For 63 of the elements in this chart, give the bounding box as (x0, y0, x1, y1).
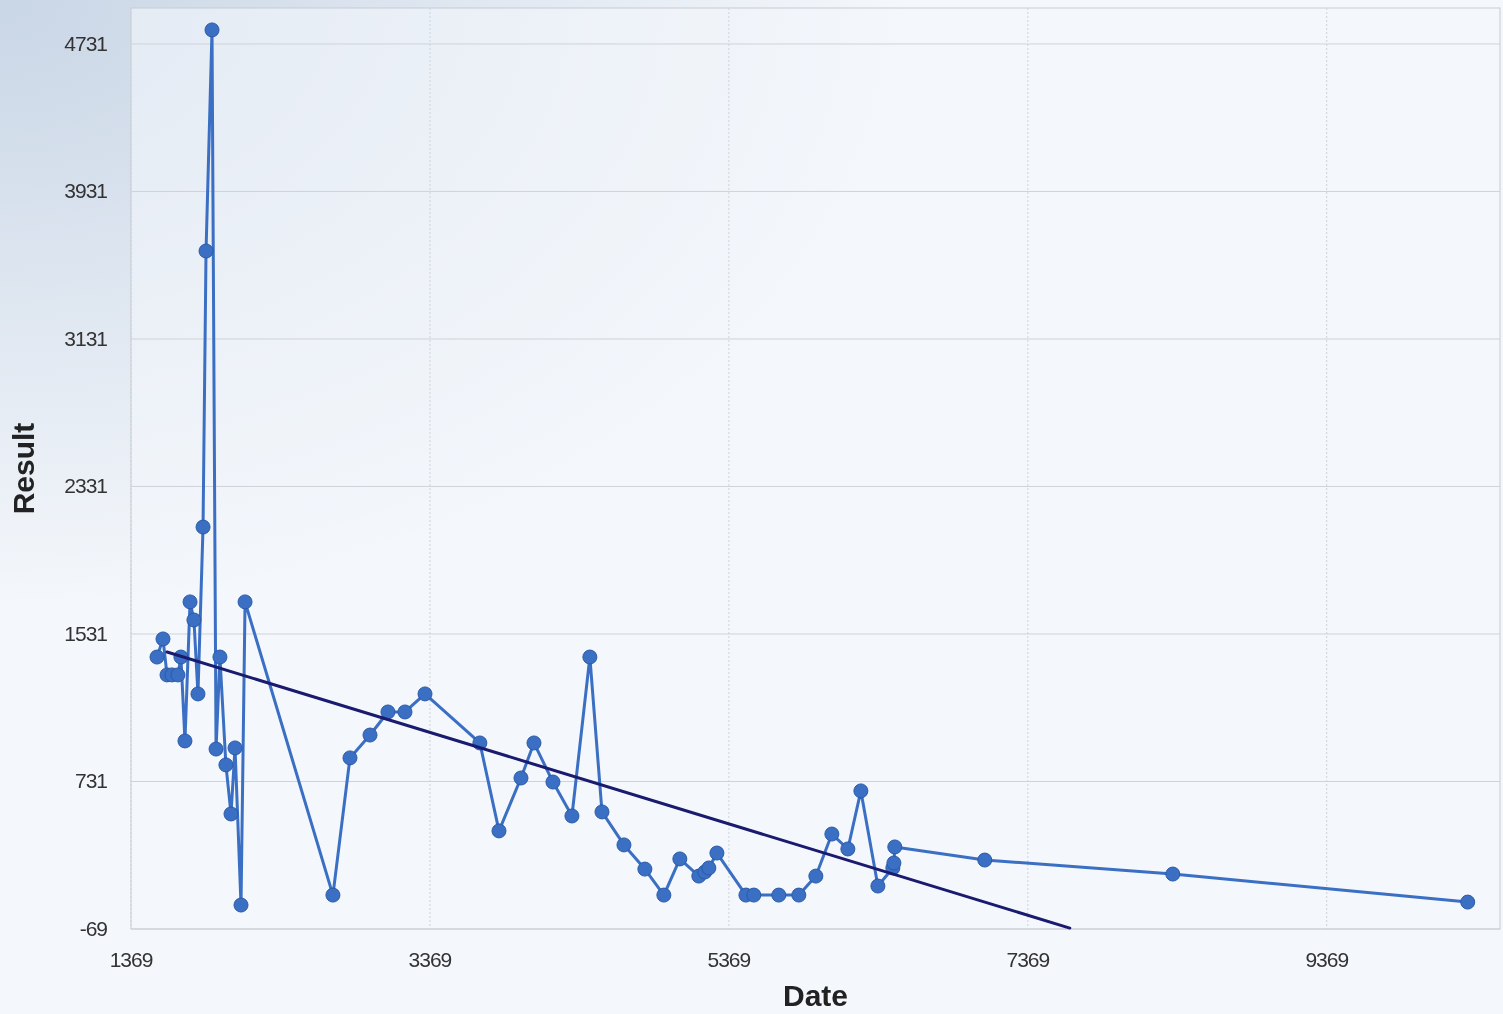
point (170, 667, 186, 683)
point (672, 851, 688, 867)
x-tick-label: 1369 (109, 948, 153, 971)
point (195, 519, 211, 535)
point (223, 806, 239, 822)
point (198, 243, 214, 259)
point (149, 649, 165, 665)
point (824, 826, 840, 842)
point (237, 594, 253, 610)
point (526, 735, 542, 751)
point (218, 757, 234, 773)
x-tick-label: 5369 (707, 948, 751, 971)
point (233, 897, 249, 913)
point (853, 783, 869, 799)
point (380, 704, 396, 720)
x-axis-title: Date (782, 979, 849, 1012)
point (177, 733, 193, 749)
y-tick-label: 1531 (64, 621, 108, 645)
point (204, 22, 220, 38)
y-tick-label: 3931 (64, 179, 108, 203)
point (212, 649, 228, 665)
point (886, 855, 902, 871)
point (190, 686, 206, 702)
point (342, 750, 358, 766)
y-tick-label: 731 (74, 769, 108, 793)
point (616, 837, 632, 853)
point (186, 612, 202, 628)
y-tick-label: -69 (79, 917, 108, 940)
point (564, 808, 580, 824)
point (397, 704, 413, 720)
x-tick-label: 3369 (408, 948, 452, 971)
point (545, 774, 561, 790)
point (840, 841, 856, 857)
point (656, 887, 672, 903)
point (182, 594, 198, 610)
point (227, 740, 243, 756)
point (417, 686, 433, 702)
point (701, 860, 717, 876)
point (155, 631, 171, 647)
point (977, 852, 993, 868)
point (513, 770, 529, 786)
point (491, 823, 507, 839)
point (582, 649, 598, 665)
y-tick-label: 3131 (64, 326, 108, 350)
x-tick-label: 9369 (1305, 948, 1349, 971)
point (709, 845, 725, 861)
y-tick-label: 4731 (64, 31, 108, 55)
point (791, 887, 807, 903)
point (1460, 894, 1476, 910)
point (887, 839, 903, 855)
point (870, 878, 886, 894)
point (208, 741, 224, 757)
y-tick-label: 2331 (64, 474, 108, 498)
point (746, 887, 762, 903)
point (325, 887, 341, 903)
point (594, 804, 610, 820)
point (1165, 866, 1181, 882)
point (808, 868, 824, 884)
x-tick-label: 7369 (1006, 948, 1050, 971)
point (637, 861, 653, 877)
point (362, 727, 378, 743)
y-axis-title: Result (7, 422, 40, 515)
point (771, 887, 787, 903)
